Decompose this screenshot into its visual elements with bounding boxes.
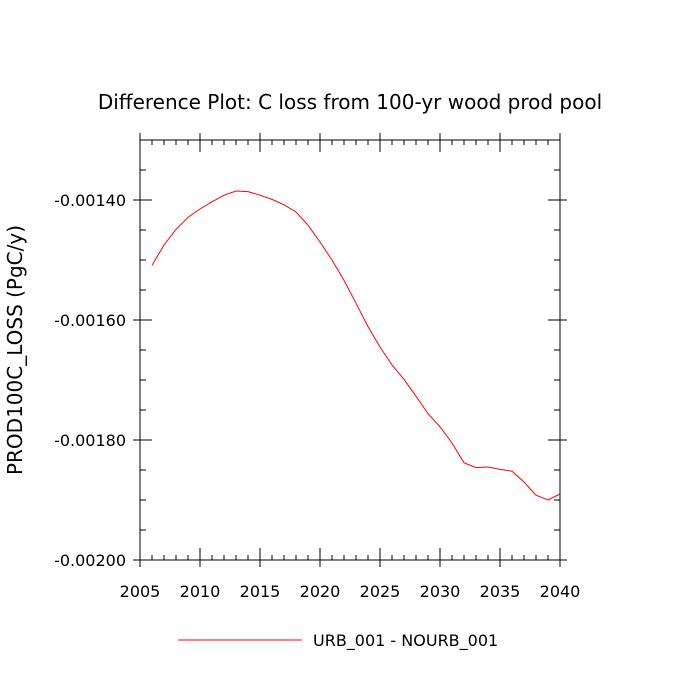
- axis-ticks: [133, 133, 567, 567]
- x-tick-label: 2025: [360, 582, 401, 601]
- y-tick-label: -0.00200: [54, 551, 126, 570]
- x-tick-label: 2040: [540, 582, 581, 601]
- x-tick-label: 2005: [120, 582, 161, 601]
- plot-frame: [139, 139, 561, 561]
- y-axis-label: PROD100C_LOSS (PgC/y): [3, 225, 27, 475]
- y-tick-label: -0.00140: [54, 191, 126, 210]
- tick-labels: 2005 2010 2015 2020 2025 2030 2035 2040 -0.00200…: [54, 191, 580, 601]
- legend: URB_001 - NOURB_001: [178, 631, 498, 651]
- series-layer: [151, 190, 561, 501]
- legend-label: URB_001 - NOURB_001: [313, 631, 498, 651]
- y-tick-label: -0.00160: [54, 311, 126, 330]
- x-tick-label: 2010: [180, 582, 221, 601]
- y-tick-label: -0.00180: [54, 431, 126, 450]
- chart-title: Difference Plot: C loss from 100-yr wood…: [98, 90, 602, 114]
- x-tick-label: 2015: [240, 582, 281, 601]
- series-line: [151, 190, 561, 501]
- x-tick-label: 2020: [300, 582, 341, 601]
- x-tick-label: 2030: [420, 582, 461, 601]
- x-tick-label: 2035: [480, 582, 521, 601]
